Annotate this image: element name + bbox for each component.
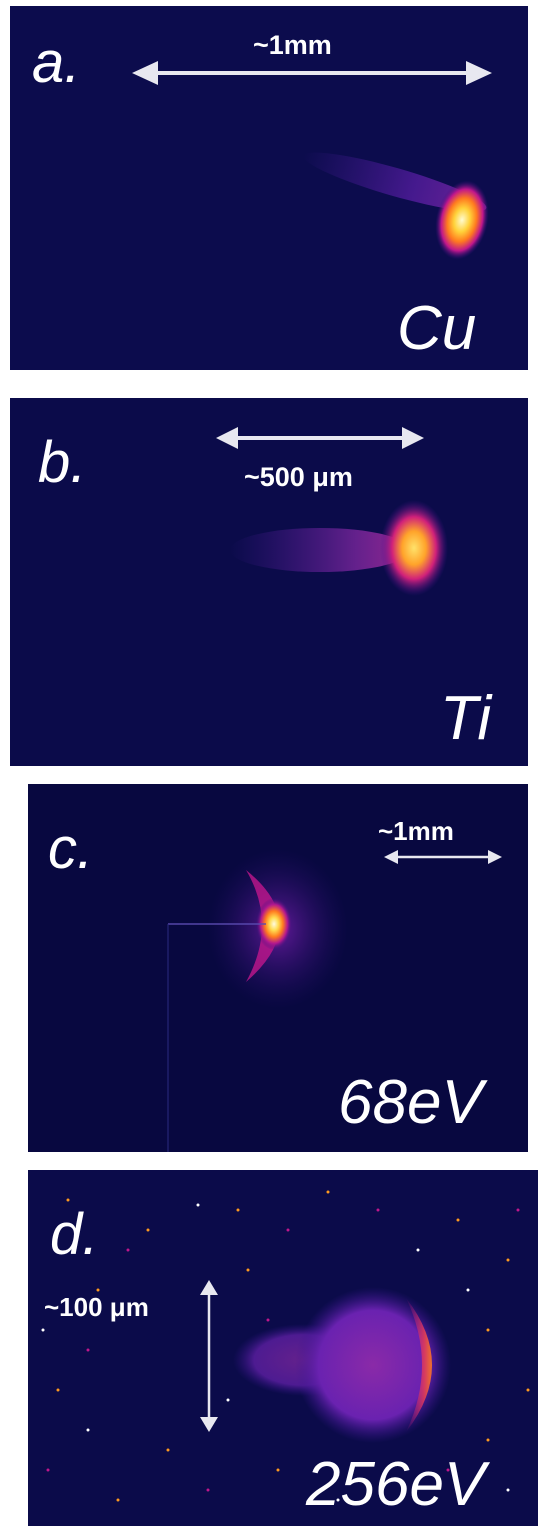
- panel-d-letter: d.: [50, 1202, 99, 1267]
- panel-a-letter: a.: [32, 30, 81, 95]
- panel-a-image: [10, 6, 528, 370]
- panel-b-letter: b.: [38, 430, 87, 495]
- panel-b-scale-arrow: [216, 427, 424, 449]
- panel-a-scale-arrow: [132, 61, 492, 85]
- panel-a-label: Cu: [397, 294, 477, 363]
- panel-b-scale-text: ~500 μm: [244, 462, 353, 492]
- panel-c-scale-arrow: [384, 850, 502, 864]
- panel-c-image: [28, 784, 528, 1152]
- panel-d-label: 256eV: [306, 1450, 486, 1519]
- panel-a-scale-text: ~1mm: [253, 30, 332, 60]
- panel-d-image: [28, 1170, 538, 1526]
- panel-d: d. ~100 μm 256eV: [28, 1170, 538, 1526]
- panel-c-label: 68eV: [338, 1068, 483, 1137]
- panel-d-scale-text: ~100 μm: [44, 1292, 149, 1322]
- panel-b-image: [10, 398, 528, 766]
- panel-d-scale-arrow: [200, 1280, 218, 1432]
- panel-a: a. ~1mm Cu: [10, 6, 528, 370]
- panel-c-letter: c.: [48, 816, 94, 881]
- panel-c-scale-text: ~1mm: [378, 816, 454, 846]
- panel-b-label: Ti: [440, 684, 492, 753]
- panel-c: c. ~1mm 68eV: [28, 784, 528, 1152]
- panel-b: b. ~500 μm Ti: [10, 398, 528, 766]
